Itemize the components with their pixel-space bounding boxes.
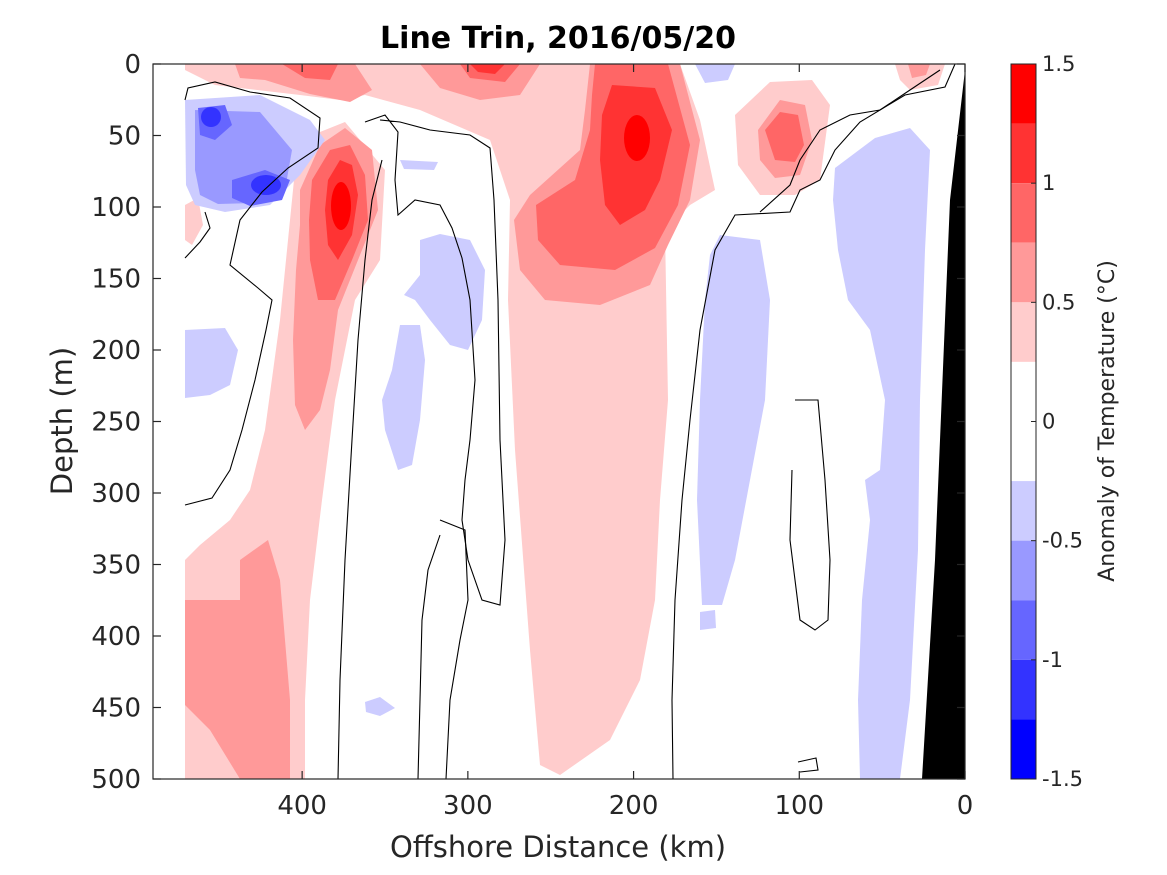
zero-contour-line bbox=[797, 757, 819, 773]
y-tick-label: 500 bbox=[91, 765, 141, 795]
y-tick-label: 50 bbox=[108, 122, 141, 152]
colorbar-swatch bbox=[1011, 481, 1036, 541]
colorbar-tick-label: 0 bbox=[1042, 410, 1055, 434]
contour-band bbox=[235, 64, 372, 102]
contour-band bbox=[201, 107, 221, 127]
y-tick-label: 0 bbox=[124, 50, 141, 80]
colorbar-swatch bbox=[1011, 600, 1036, 660]
colorbar-tick-label: -0.5 bbox=[1042, 529, 1083, 553]
colorbar-tick-label: 0.5 bbox=[1042, 290, 1075, 314]
y-axis: 0 50 100 150 200 250 300 350 400 450 500 bbox=[91, 50, 965, 795]
contour-band bbox=[282, 64, 338, 80]
contour-band bbox=[765, 112, 804, 162]
colorbar-tick-label: -1.5 bbox=[1042, 767, 1083, 791]
zero-contour-line bbox=[789, 399, 831, 631]
colorbar-swatch bbox=[1011, 540, 1036, 601]
y-tick-label: 150 bbox=[91, 265, 141, 295]
colorbar-tick-label: -1 bbox=[1042, 648, 1063, 672]
y-axis-label: Depth (m) bbox=[45, 347, 79, 495]
y-tick-label: 100 bbox=[91, 193, 141, 223]
contour-band bbox=[624, 115, 650, 161]
zero-contour-line bbox=[439, 519, 469, 779]
zero-contour-line bbox=[337, 159, 383, 779]
contour-band bbox=[400, 160, 438, 170]
contour-band bbox=[185, 540, 290, 779]
x-tick-label: 100 bbox=[774, 791, 824, 821]
contour-band bbox=[185, 328, 238, 398]
contour-band bbox=[895, 64, 945, 90]
zero-contour-line bbox=[759, 69, 941, 213]
y-tick-label: 450 bbox=[91, 694, 141, 724]
contour-band bbox=[470, 64, 505, 74]
contour-band bbox=[695, 64, 735, 83]
contour-band bbox=[365, 697, 395, 716]
contour-band bbox=[700, 610, 716, 630]
contour-fills bbox=[185, 64, 945, 779]
bathymetry-slope bbox=[922, 70, 965, 779]
contour-band bbox=[908, 64, 930, 78]
contour-band bbox=[185, 198, 203, 245]
chart-title: Line Trin, 2016/05/20 bbox=[380, 21, 736, 56]
colorbar-swatch bbox=[1011, 123, 1036, 184]
colorbar-swatch bbox=[1011, 659, 1036, 720]
x-axis-label: Offshore Distance (km) bbox=[390, 830, 726, 864]
contour-band bbox=[251, 175, 281, 195]
x-tick-label: 300 bbox=[443, 791, 493, 821]
colorbar: 1.5 1 0.5 0 -0.5 -1 -1.5 bbox=[1010, 52, 1083, 791]
y-tick-label: 250 bbox=[91, 408, 141, 438]
contour-band bbox=[404, 234, 485, 350]
x-axis: 400 300 200 100 0 bbox=[277, 64, 973, 821]
zero-contour-line bbox=[417, 534, 441, 779]
colorbar-swatch bbox=[1011, 719, 1036, 779]
contour-band bbox=[833, 128, 930, 779]
plot-area bbox=[152, 63, 966, 780]
zero-contour-lines bbox=[184, 64, 956, 779]
colorbar-swatch bbox=[1011, 242, 1036, 303]
zero-contour-line bbox=[184, 81, 321, 506]
colorbar-swatch bbox=[1011, 64, 1036, 124]
x-tick-label: 0 bbox=[957, 791, 974, 821]
colorbar-label: Anomaly of Temperature (°C) bbox=[1095, 260, 1120, 582]
x-tick-label: 400 bbox=[277, 791, 327, 821]
contour-band bbox=[382, 325, 425, 470]
zero-contour-line bbox=[364, 114, 506, 606]
x-tick-label: 200 bbox=[609, 791, 659, 821]
y-tick-label: 350 bbox=[91, 551, 141, 581]
colorbar-swatch bbox=[1011, 183, 1036, 243]
colorbar-tick-label: 1 bbox=[1042, 171, 1055, 195]
y-tick-label: 400 bbox=[91, 622, 141, 652]
colorbar-swatch bbox=[1011, 302, 1036, 362]
contour-band bbox=[331, 182, 351, 230]
y-tick-label: 300 bbox=[91, 479, 141, 509]
zero-contour-line bbox=[184, 211, 211, 259]
colorbar-tick-label: 1.5 bbox=[1042, 52, 1075, 76]
y-tick-label: 200 bbox=[91, 336, 141, 366]
contour-band bbox=[697, 235, 770, 605]
